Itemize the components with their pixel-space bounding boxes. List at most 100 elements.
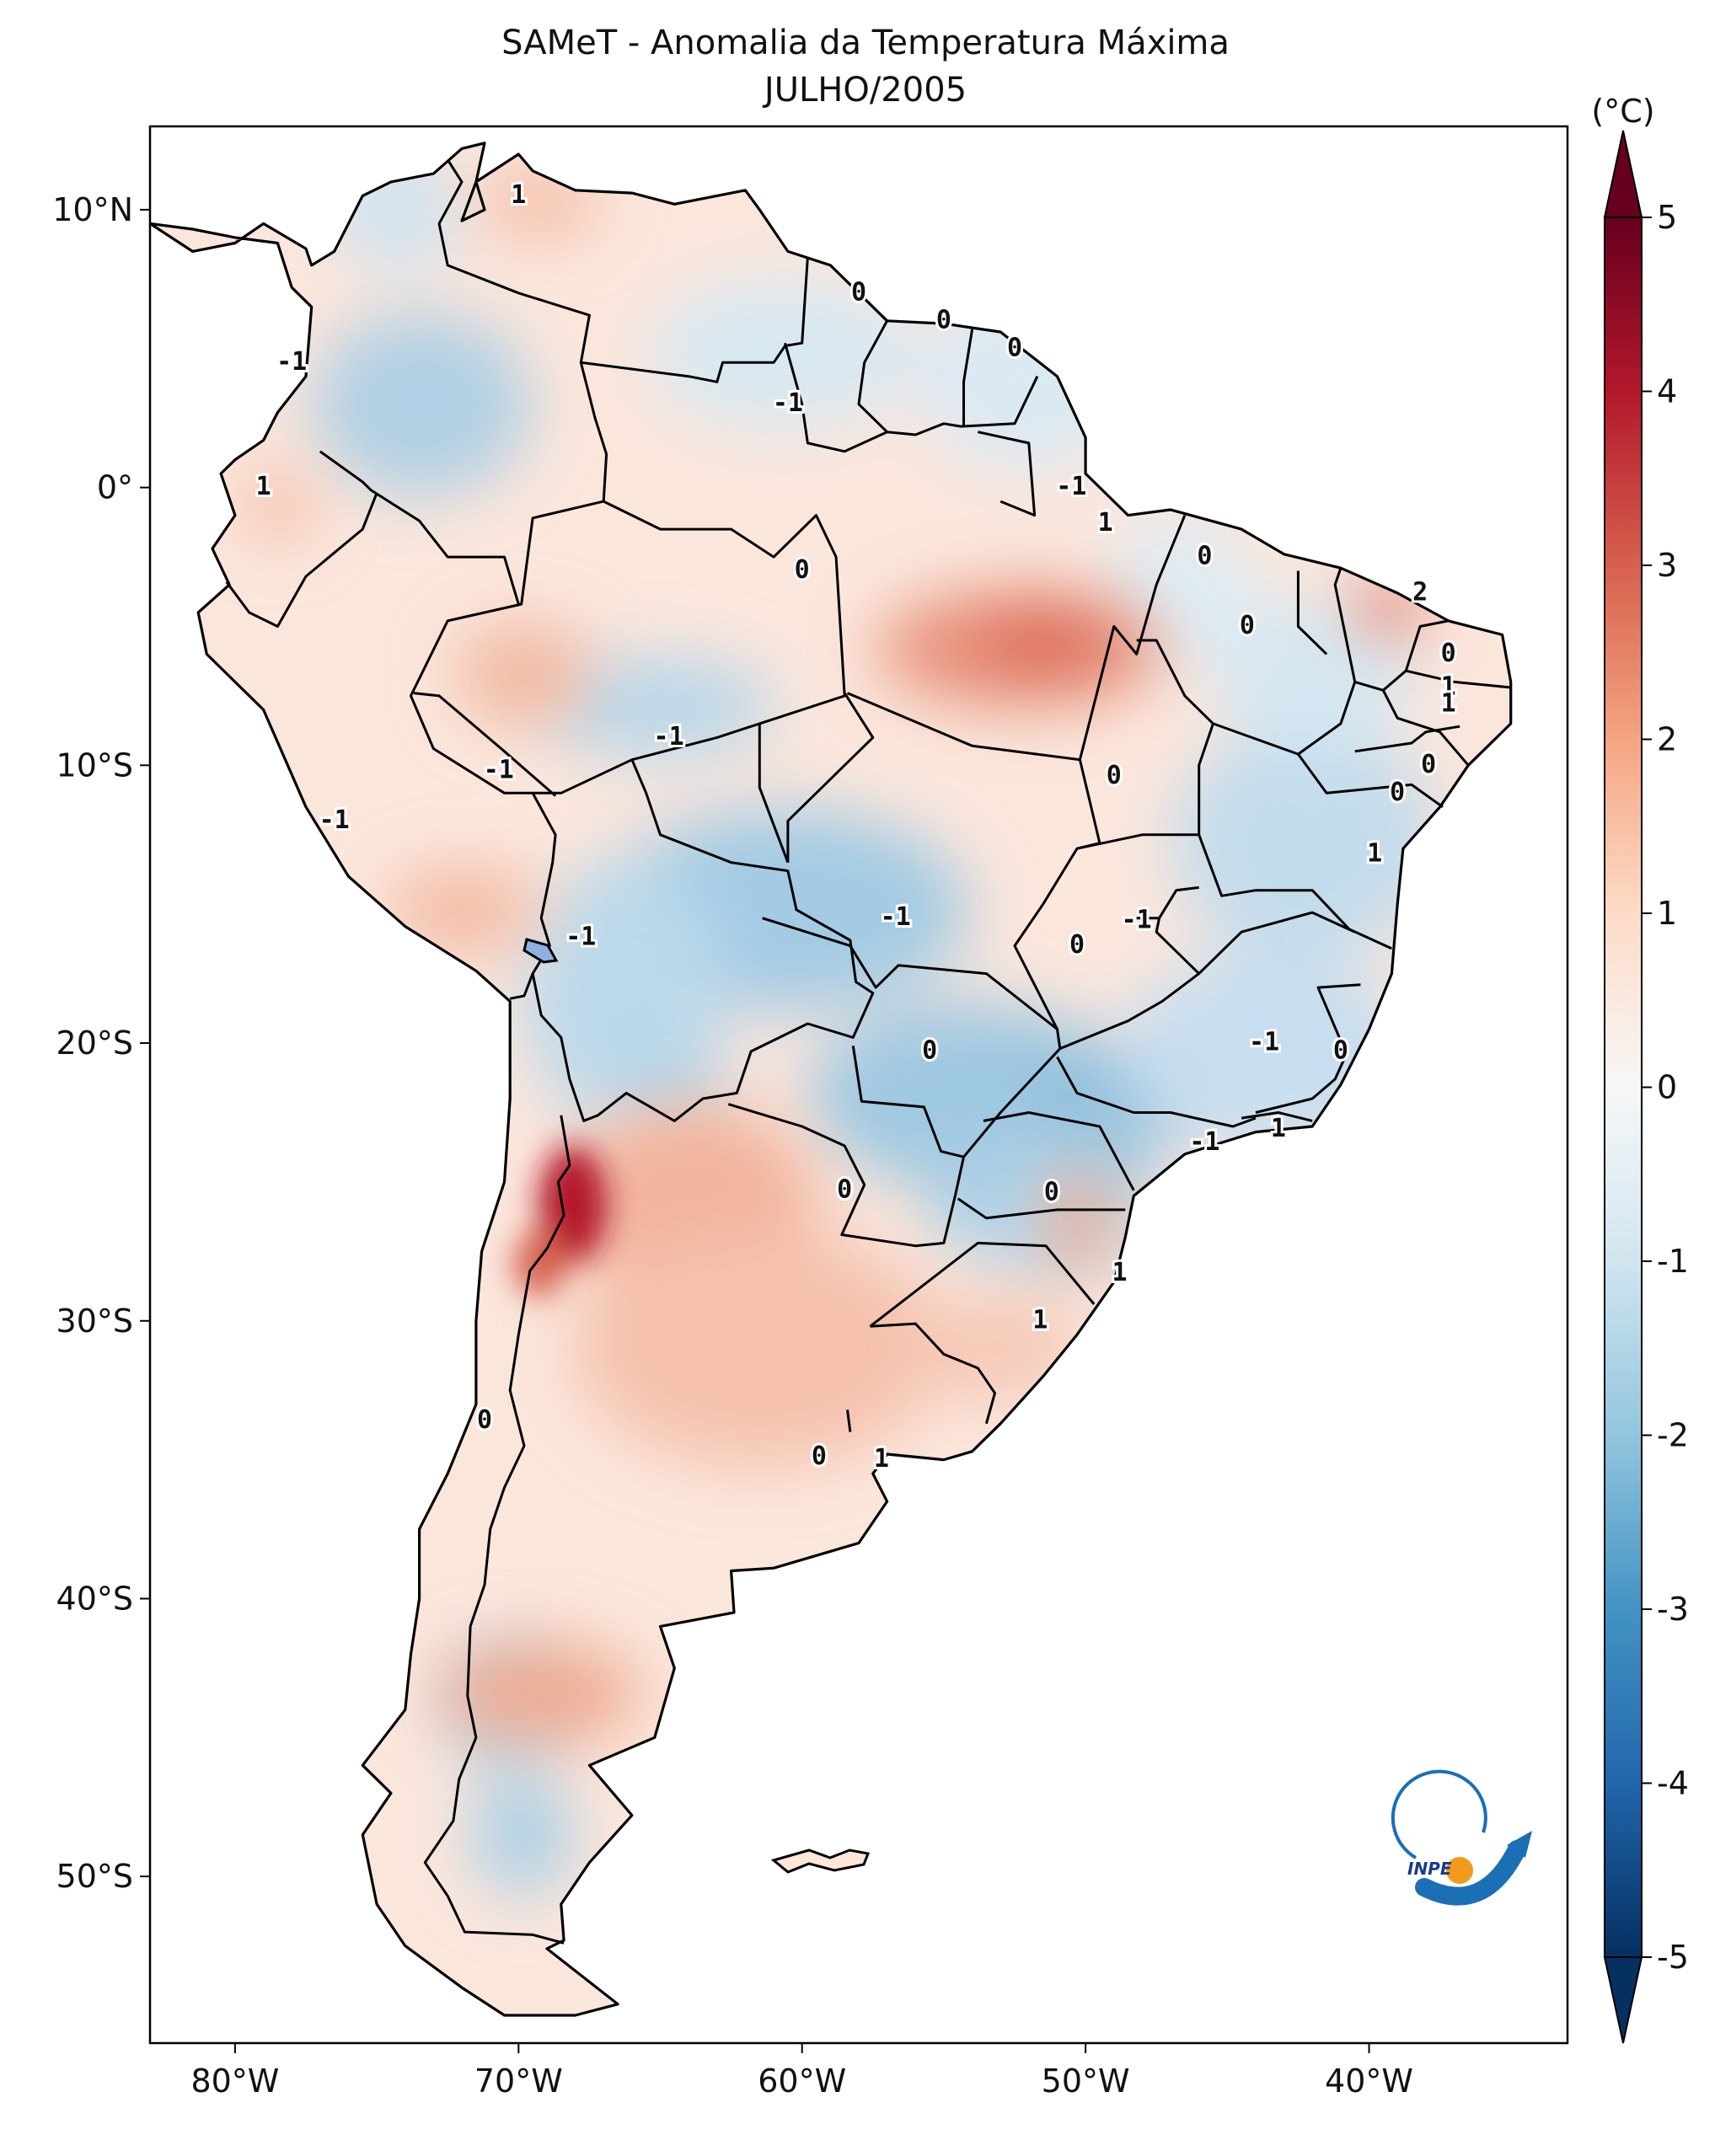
border-line: [319, 450, 520, 605]
lon-tick-label: 40°W: [1325, 2062, 1413, 2100]
contour-label: 0: [812, 1442, 827, 1471]
border-line: [1255, 983, 1361, 1114]
border-line: [1297, 753, 1444, 809]
border-line: [225, 492, 378, 628]
border-line: [1056, 1056, 1257, 1128]
border-line: [786, 692, 875, 863]
contour-label: 1: [874, 1444, 889, 1474]
contour-label: 1: [1441, 688, 1456, 718]
borders: [225, 158, 1511, 1945]
lake-titicaca: [523, 938, 559, 964]
border-line: [1158, 885, 1199, 919]
colorbar-tick-label: -1: [1657, 1243, 1689, 1280]
coastline: [150, 142, 1513, 2017]
colorbar-tick-label: 2: [1657, 721, 1677, 758]
border-line: [1198, 911, 1356, 975]
contour-label: 0: [851, 277, 866, 307]
contour-label: 0: [837, 1174, 852, 1204]
colorbar-tick-label: 4: [1657, 373, 1677, 410]
lat-tick-label: 10°N: [52, 191, 133, 228]
border-line: [869, 1241, 1096, 1328]
border-line: [1198, 834, 1393, 950]
colorbar-max-extend: [1603, 130, 1643, 218]
contour-label: 1: [1098, 508, 1113, 538]
contour-label: 0: [1390, 778, 1405, 807]
border-line: [603, 500, 846, 725]
colorbar-tick-label: 0: [1657, 1069, 1677, 1106]
colorbar-tick-label: 1: [1657, 895, 1677, 932]
border-line: [1405, 669, 1511, 689]
border-line: [846, 692, 1080, 762]
border-line: [1078, 515, 1187, 761]
axis-ticks: 80°W 70°W 60°W 50°W 40°W 10°N 0° 10°S 20°S 30°S 40…: [52, 191, 1413, 2100]
contour-label: 1: [1032, 1305, 1048, 1335]
falkland-islands: [770, 1848, 871, 1874]
border-line: [870, 1322, 996, 1425]
contour-label: 0: [1240, 611, 1255, 640]
lat-tick-label: 0°: [97, 469, 133, 506]
border-line: [423, 1115, 571, 1945]
colorbar-tick-label: 5: [1657, 199, 1677, 236]
border-line: [581, 256, 809, 383]
contour-label: 0: [1044, 1178, 1059, 1207]
contour-label: 1: [256, 472, 271, 501]
lat-tick-label: 30°S: [56, 1303, 133, 1340]
colorbar-bar: [1604, 217, 1643, 1958]
contour-label: 0: [1197, 542, 1212, 571]
colorbar-tick-label: -2: [1657, 1417, 1689, 1454]
contour-label: 1: [1441, 672, 1456, 702]
lon-tick-label: 70°W: [474, 2062, 563, 2100]
lat-tick-label: 50°S: [56, 1858, 133, 1895]
border-line: [846, 1410, 852, 1432]
contour-label: 0: [1421, 750, 1436, 779]
contour-label: -1: [1189, 1127, 1219, 1157]
contour-label: -1: [484, 755, 514, 784]
contour-label: -1: [881, 902, 911, 932]
border-line: [413, 692, 557, 797]
inpe-logo-text: INPE: [1407, 1859, 1452, 1879]
border-line: [857, 320, 888, 433]
contour-label: -1: [319, 805, 350, 835]
contour-label: -1: [1056, 472, 1086, 501]
border-line: [1381, 689, 1470, 767]
contour-label: 0: [1007, 333, 1022, 362]
contour-label: -1: [1249, 1028, 1279, 1057]
lat-tick-label: 40°S: [56, 1580, 133, 1617]
lat-tick-label: 10°S: [56, 746, 133, 784]
contour-label: 1: [1271, 1114, 1286, 1143]
map-title: SAMeT - Anomalia da Temperatura Máxima: [501, 24, 1230, 62]
map-subtitle: JULHO/2005: [764, 71, 967, 110]
contour-label: 0: [1107, 761, 1122, 790]
border-line: [1241, 1111, 1313, 1122]
border-line: [977, 431, 1037, 517]
contour-label: -1: [565, 922, 596, 951]
contour-label: 0: [795, 555, 810, 585]
contour-label: -1: [1122, 906, 1152, 935]
contour-label: 1: [1367, 838, 1382, 868]
border-line: [1296, 570, 1328, 655]
lon-tick-label: 80°W: [190, 2062, 279, 2100]
contour-label: 0: [936, 305, 951, 334]
contour-label: 0: [1069, 930, 1085, 960]
border-line: [962, 329, 974, 427]
colorbar: (°C) 5 4 3 2 1 0 -1 -2 -3 -4 -5: [1591, 93, 1689, 2044]
contour-label: 0: [1441, 639, 1456, 668]
lat-tick-label: 20°S: [56, 1025, 133, 1062]
border-line: [983, 1111, 1135, 1191]
border-line: [410, 158, 608, 1000]
border-line: [727, 1046, 965, 1248]
contour-label: 1: [511, 180, 526, 210]
contour-label: 2: [1412, 577, 1428, 607]
colorbar-unit: (°C): [1591, 93, 1654, 130]
border-line: [1076, 639, 1214, 850]
lon-tick-label: 60°W: [758, 2062, 846, 2100]
contour-label: -1: [773, 388, 803, 418]
colorbar-min-extend: [1603, 1956, 1643, 2044]
border-line: [957, 1197, 1126, 1220]
contour-label: 1: [1112, 1258, 1127, 1287]
border-line: [531, 758, 875, 1122]
contour-label: -1: [654, 722, 684, 752]
colorbar-tick-label: -3: [1657, 1591, 1689, 1628]
